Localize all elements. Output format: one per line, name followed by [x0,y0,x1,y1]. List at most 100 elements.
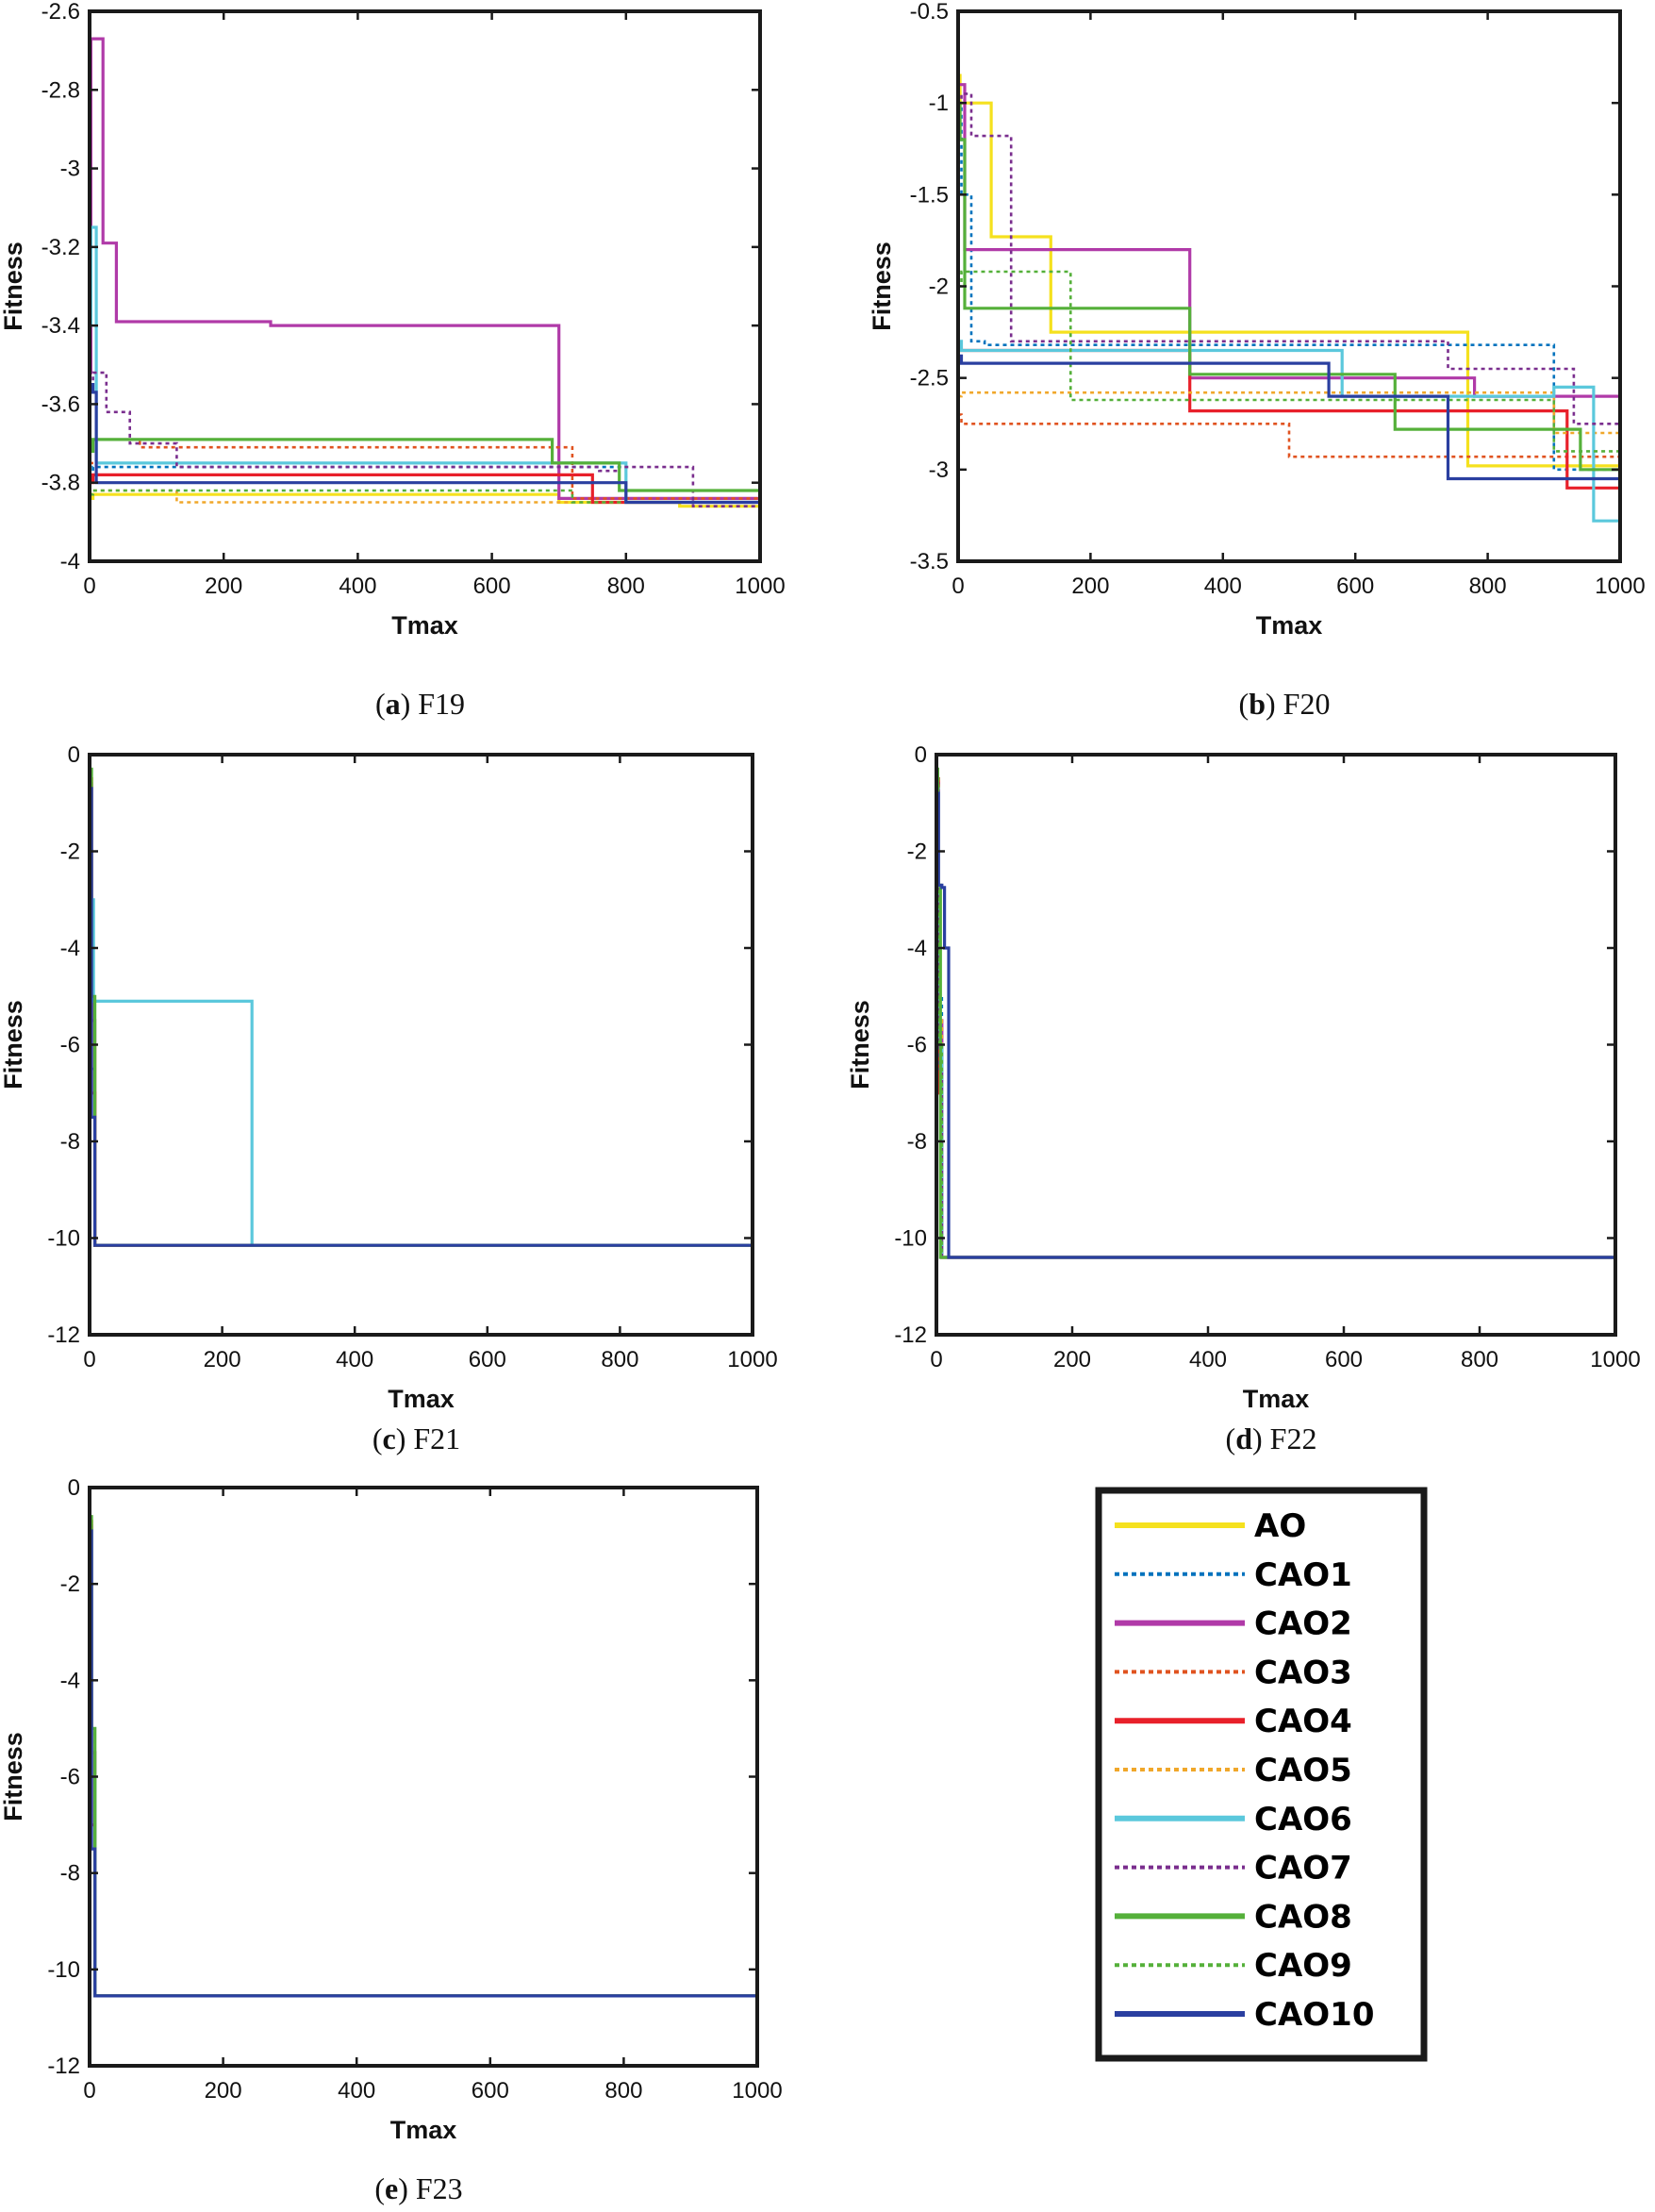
y-tick-label: -2.5 [910,366,949,391]
series-group [90,37,760,508]
y-tick-label: -10 [894,1226,927,1252]
plot-area [90,1488,757,2066]
x-tick-label: 0 [952,574,964,599]
series-line-cao10 [958,354,1620,497]
y-tick-label: 0 [915,742,927,768]
legend-label-cao5: CAO5 [1254,1752,1352,1789]
series-line-cao9 [90,489,760,507]
series-line-cao1 [958,101,1620,507]
series-line-cao2 [90,37,760,507]
x-tick-label: 200 [205,2078,242,2104]
caption-letter: b [1249,687,1266,721]
legend-label-cao1: CAO1 [1254,1556,1352,1594]
series-line-ao [958,74,1620,497]
plot-area [958,11,1620,561]
caption-paren-open: ( [372,1422,383,1455]
panel-caption: (a) F19 [375,687,465,721]
y-tick-label: -0.5 [910,0,949,25]
legend-label-cao10: CAO10 [1254,1996,1374,2034]
legend-label-cao4: CAO4 [1254,1703,1352,1740]
legend-label-cao2: CAO2 [1254,1605,1352,1643]
y-tick-label: -4 [60,1668,80,1693]
x-tick-label: 1000 [735,574,785,599]
series-line-cao7 [90,371,760,507]
series-line-cao10 [90,383,760,507]
y-tick-label: -3.2 [41,235,80,260]
legend: AO CAO1 CAO2 CAO3 CAO4 CAO5 CAO6 CAO7 CAO8 CAO9 CA… [1095,1487,1428,2062]
series-line-cao3 [958,413,1620,497]
x-tick-label: 400 [339,574,376,599]
y-axis-label: Fitness [0,1000,27,1089]
axes-frame [88,9,762,563]
caption-paren-close: ) [398,2171,408,2205]
x-tick-label: 1000 [732,2078,782,2104]
x-tick-label: 200 [1071,574,1109,599]
caption-function: F23 [408,2171,463,2205]
series-line-cao8 [90,438,760,507]
y-tick-label: -2.8 [41,77,80,103]
caption-letter: a [386,687,401,721]
y-tick-label: 0 [68,742,80,768]
x-axis-label: Tmax [1256,611,1323,640]
y-axis-label: Fitness [0,1732,27,1821]
x-tick-label: 800 [1469,574,1507,599]
x-tick-label: 200 [205,574,242,599]
x-tick-label: 600 [472,2078,509,2104]
legend-label-cao6: CAO6 [1254,1801,1352,1838]
series-line-cao5 [958,391,1620,507]
legend-label-cao7: CAO7 [1254,1850,1352,1888]
series-line-cao10 [936,791,1615,1259]
caption-letter: e [385,2171,398,2205]
y-tick-label: -6 [907,1033,927,1058]
x-tick-label: 600 [469,1347,506,1372]
y-tick-label: -2 [929,274,949,300]
y-tick-label: -12 [894,1322,927,1348]
x-tick-label: 400 [336,1347,373,1372]
plot-area [90,755,753,1335]
y-axis-label: Fitness [0,241,27,331]
y-tick-label: -10 [47,1226,80,1252]
caption-paren-close: ) [396,1422,406,1455]
panel-f19: 0 200 400 600 800 1000 -4 -3.8 -3.6 -3.4 -3.2 -3 -2.… [0,0,786,721]
caption-function: F20 [1276,687,1331,721]
x-tick-label: 0 [83,1347,95,1372]
caption-letter: c [383,1422,396,1455]
caption-function: F19 [410,687,465,721]
x-axis-label: Tmax [391,611,458,640]
y-tick-label: -3 [60,157,80,182]
legend-label-cao9: CAO9 [1254,1947,1352,1985]
y-tick-label: -6 [60,1765,80,1790]
caption-paren-close: ) [1252,1422,1263,1455]
y-axis-label: Fitness [846,1000,874,1089]
y-tick-label: -3.8 [41,471,80,496]
panel-caption: (d) F22 [1226,1422,1317,1455]
y-axis-label: Fitness [868,241,896,331]
x-tick-label: 800 [1461,1347,1498,1372]
y-tick-label: -12 [47,1322,80,1348]
series-line-cao7 [958,92,1620,489]
legend-label-cao3: CAO3 [1254,1654,1352,1691]
y-tick-label: -2.6 [41,0,80,25]
y-tick-label: -3.5 [910,549,949,574]
caption-paren-close: ) [1266,687,1276,721]
y-tick-label: -4 [60,936,80,961]
caption-paren-open: ( [375,687,386,721]
x-tick-label: 800 [607,574,645,599]
y-tick-label: -2 [60,1572,80,1597]
y-tick-label: -6 [60,1033,80,1058]
plot-area [90,11,760,561]
y-tick-label: -3 [929,457,949,483]
y-tick-label: -4 [60,549,80,574]
plot-area [936,755,1615,1335]
x-tick-label: 1000 [727,1347,777,1372]
caption-paren-open: ( [1226,1422,1236,1455]
x-axis-label: Tmax [1243,1385,1310,1413]
y-tick-label: -10 [47,1957,80,1983]
x-tick-label: 400 [338,2078,375,2104]
caption-paren-close: ) [401,687,411,721]
caption-letter: d [1235,1422,1252,1455]
series-line-cao8 [958,101,1620,497]
caption-paren-open: ( [374,2171,385,2205]
x-tick-label: 0 [930,1347,942,1372]
